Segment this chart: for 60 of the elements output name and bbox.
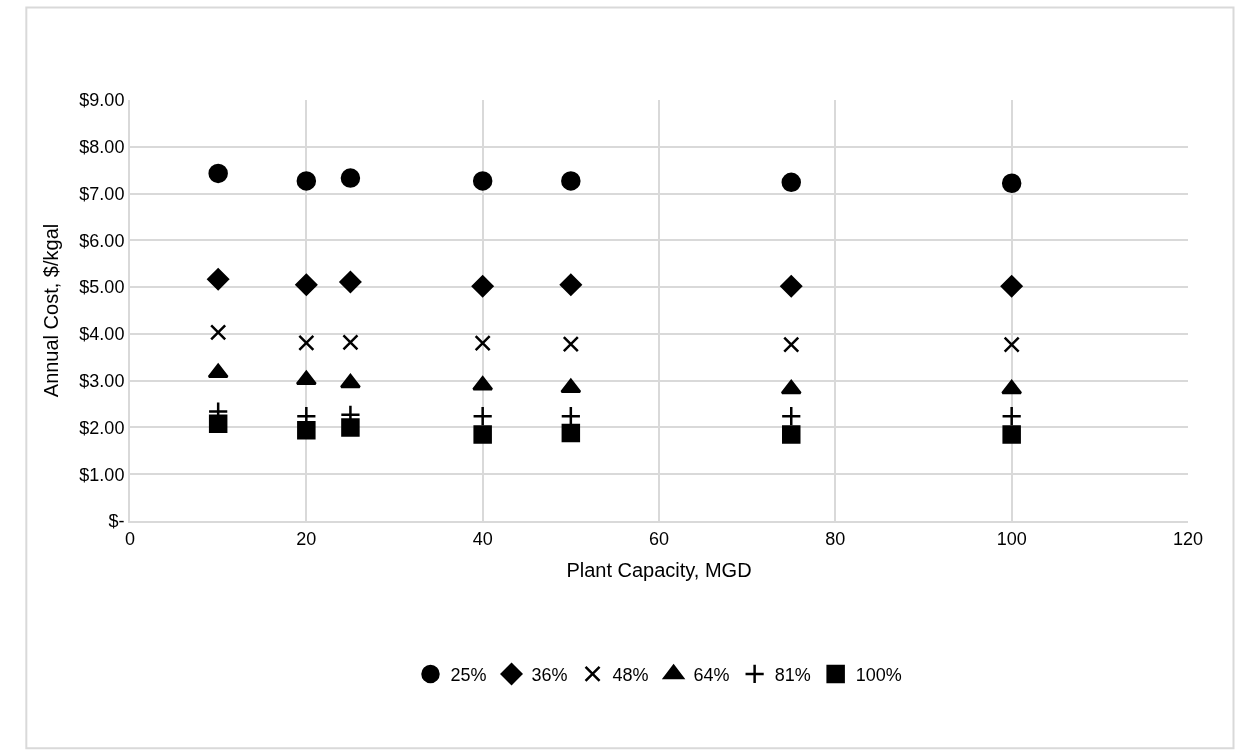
x-tick-label: 60 [648, 528, 670, 549]
y-tick-label: $4.00 [79, 324, 125, 345]
point [1002, 425, 1021, 444]
point [1001, 173, 1022, 193]
point [339, 373, 361, 389]
point [561, 171, 581, 191]
point [474, 334, 491, 352]
x-tick-label: 120 [1172, 528, 1204, 549]
point [340, 168, 361, 188]
x-tick-label: 80 [825, 528, 846, 549]
point [783, 336, 800, 353]
point [472, 405, 494, 427]
x-axis-title: Plant Capacity, MGD [566, 558, 752, 581]
x-tick-label: 40 [472, 528, 493, 549]
y-tick-label: $2.00 [79, 417, 125, 438]
point [780, 379, 802, 395]
y-axis-title: Annual Cost, $/kgal [40, 223, 63, 398]
legend-label: 81% [774, 664, 811, 685]
point [472, 171, 493, 191]
point [341, 418, 360, 437]
x-tick-label: 100 [996, 528, 1027, 549]
point [781, 172, 801, 193]
point [560, 405, 582, 427]
point [782, 425, 801, 444]
point [342, 334, 359, 351]
y-tick-label: $9.00 [79, 90, 125, 111]
point [561, 423, 581, 443]
y-tick-label: $7.00 [79, 183, 125, 204]
point [562, 335, 580, 353]
point [473, 425, 492, 444]
point [1001, 405, 1023, 427]
point [1003, 336, 1020, 353]
legend-label: 64% [693, 664, 730, 685]
legend-label: 48% [612, 664, 649, 685]
point [780, 275, 803, 298]
point [296, 171, 317, 191]
y-tick-label: $3.00 [79, 370, 125, 391]
point [298, 334, 315, 352]
point [295, 273, 318, 296]
y-tick-label: $- [108, 511, 125, 532]
y-tick-label: $1.00 [79, 464, 125, 485]
point [559, 273, 582, 296]
x-tick-label: 20 [296, 528, 317, 549]
point [471, 275, 494, 298]
legend-label: 25% [450, 664, 487, 685]
y-tick-label: $8.00 [79, 137, 125, 158]
point [1001, 379, 1023, 395]
legend-label: 100% [855, 664, 902, 685]
y-tick-label: $5.00 [79, 277, 125, 298]
point [297, 421, 316, 440]
x-tick-label: 0 [124, 528, 136, 549]
point [209, 324, 227, 341]
y-tick-label: $6.00 [79, 230, 125, 251]
point [208, 414, 228, 433]
point [208, 163, 228, 184]
point [339, 270, 362, 293]
point [1000, 275, 1023, 298]
point [780, 405, 802, 427]
point [207, 268, 230, 291]
legend-label: 36% [531, 664, 568, 685]
